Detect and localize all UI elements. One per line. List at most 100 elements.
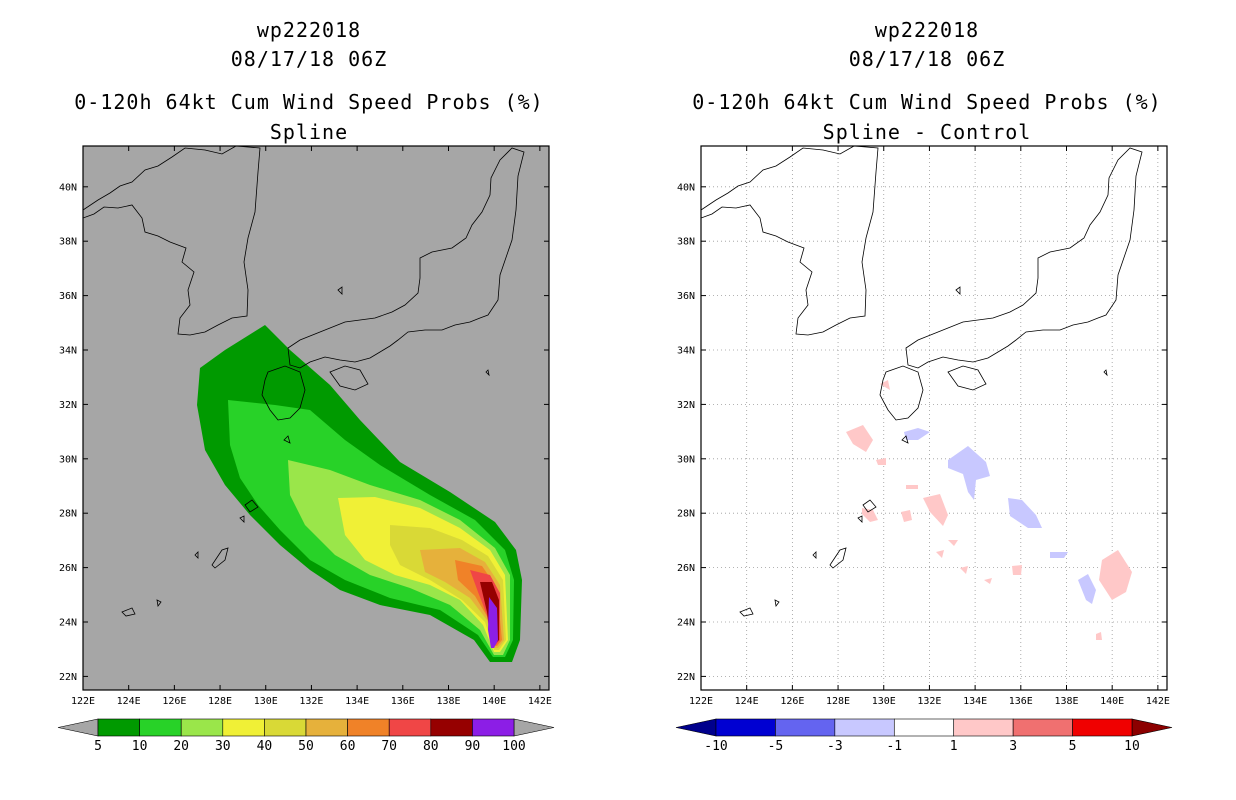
- diff-patch-pos: [862, 508, 878, 522]
- coast-japan-shikoku: [947, 365, 987, 391]
- colorbar-swatch: [388, 718, 432, 737]
- map-frame: [700, 145, 1168, 691]
- colorbar-label: 30: [215, 739, 231, 754]
- x-tick-label: 136E: [1009, 696, 1033, 707]
- coastlines: [701, 146, 1143, 617]
- coast-ryukyu-2: [829, 547, 847, 569]
- colorbar-label: -10: [704, 739, 727, 754]
- colorbar-swatch: [893, 718, 955, 737]
- diff-patch-neg: [948, 446, 990, 500]
- map-background: [701, 146, 1167, 690]
- y-tick-label: 30N: [677, 454, 695, 465]
- datetime-title: 08/17/18 06Z: [230, 47, 388, 71]
- colorbar-swatch: [97, 718, 140, 737]
- coast-ryukyu-3: [194, 551, 199, 559]
- coast-islet-a: [774, 599, 780, 607]
- coast-islet-c: [955, 286, 961, 295]
- y-tick-label: 34N: [59, 346, 77, 357]
- y-tick-label: 38N: [59, 237, 77, 248]
- diff-patch-pos: [984, 578, 992, 584]
- probability-contours: [197, 325, 522, 662]
- x-tick-label: 122E: [71, 696, 95, 707]
- right-panel: wp222018 08/17/18 06Z 0-120h 64kt Cum Wi…: [618, 0, 1236, 800]
- y-tick-label: 28N: [677, 509, 695, 520]
- colorbar-swatch: [305, 718, 348, 737]
- colorbar-label: -5: [768, 739, 784, 754]
- y-tick-label: 40N: [59, 182, 77, 193]
- colorbar-overflow-arrow: [1131, 718, 1173, 737]
- colorbar-label: 60: [340, 739, 356, 754]
- colorbar-swatch: [222, 718, 265, 737]
- y-tick-label: 38N: [677, 237, 695, 248]
- y-tick-label: 32N: [677, 400, 695, 411]
- colorbar-label: 1: [950, 739, 958, 754]
- y-tick-label: 24N: [59, 618, 77, 629]
- colorbar-swatch: [472, 718, 515, 737]
- y-tick-label: 36N: [59, 291, 77, 302]
- y-tick-label: 34N: [677, 346, 695, 357]
- diff-patch-pos: [923, 494, 948, 526]
- x-tick-label: 124E: [117, 696, 141, 707]
- y-tick-label: 32N: [59, 400, 77, 411]
- subtitle: Spline: [269, 120, 349, 144]
- diff-patch-pos: [906, 485, 918, 489]
- colorbar-label: 70: [381, 739, 397, 754]
- coast-islet-e: [1103, 369, 1108, 377]
- y-tick-label: 30N: [59, 454, 77, 465]
- diff-patch-pos: [1099, 550, 1132, 600]
- y-tick-label: 26N: [59, 563, 77, 574]
- coast-asia-korea: [701, 146, 879, 336]
- x-tick-label: 128E: [208, 696, 232, 707]
- coast-islet-c: [337, 286, 343, 295]
- coast-islet-e: [485, 369, 490, 377]
- colorbar-swatch: [139, 718, 182, 737]
- coast-sakishima: [121, 607, 136, 617]
- colorbar-label: 5: [1069, 739, 1077, 754]
- colorbar-swatch: [834, 718, 895, 737]
- coast-islet-b: [901, 435, 909, 444]
- colorbar-label: 5: [94, 739, 102, 754]
- colorbar-swatch: [1012, 718, 1073, 737]
- x-tick-label: 134E: [345, 696, 369, 707]
- colorbar-label: -3: [827, 739, 843, 754]
- x-tick-label: 124E: [735, 696, 759, 707]
- coast-islet-d: [239, 515, 245, 523]
- diff-patch-pos: [948, 540, 958, 546]
- diff-patch-neg: [1078, 574, 1096, 604]
- colorbar-label: 10: [132, 739, 148, 754]
- diff-patch-pos: [901, 510, 912, 522]
- coast-sakishima: [739, 607, 754, 617]
- difference-contours: [846, 380, 1132, 640]
- x-tick-label: 122E: [689, 696, 713, 707]
- colorbar-label: 3: [1009, 739, 1017, 754]
- datetime-title: 08/17/18 06Z: [848, 47, 1006, 71]
- diff-patch-neg: [904, 428, 930, 440]
- x-tick-label: 130E: [872, 696, 896, 707]
- diff-patch-pos: [1096, 632, 1102, 640]
- colorbar-label: 10: [1124, 739, 1140, 754]
- colorbar-label: 40: [257, 739, 273, 754]
- coastlines: [83, 146, 525, 617]
- storm-id-title: wp222018: [874, 18, 980, 42]
- x-tick-label: 132E: [299, 696, 323, 707]
- contour-90: [488, 597, 498, 648]
- y-tick-label: 36N: [677, 291, 695, 302]
- x-tick-label: 138E: [436, 696, 460, 707]
- product-title: 0-120h 64kt Cum Wind Speed Probs (%): [692, 90, 1162, 114]
- x-tick-label: 140E: [1100, 696, 1124, 707]
- diff-patch-pos: [1012, 565, 1022, 575]
- colorbar-underflow-arrow: [675, 718, 717, 737]
- colorbar: 5 10 20 30 40 50 60 70 80 90 100: [57, 718, 555, 754]
- product-title: 0-120h 64kt Cum Wind Speed Probs (%): [74, 90, 544, 114]
- x-tick-label: 142E: [528, 696, 552, 707]
- y-tick-label: 26N: [677, 563, 695, 574]
- colorbar-swatch: [715, 718, 776, 737]
- axis-ticks: 122E 124E 126E 128E 130E 132E 134E 136E 138E 140E…: [677, 146, 1170, 707]
- map-frame: [82, 145, 550, 691]
- y-tick-label: 28N: [59, 509, 77, 520]
- x-tick-label: 130E: [254, 696, 278, 707]
- colorbar-label: 50: [298, 739, 314, 754]
- colorbar-swatch: [775, 718, 836, 737]
- colorbar-underflow-arrow: [57, 718, 99, 737]
- colorbar-overflow-arrow: [513, 718, 555, 737]
